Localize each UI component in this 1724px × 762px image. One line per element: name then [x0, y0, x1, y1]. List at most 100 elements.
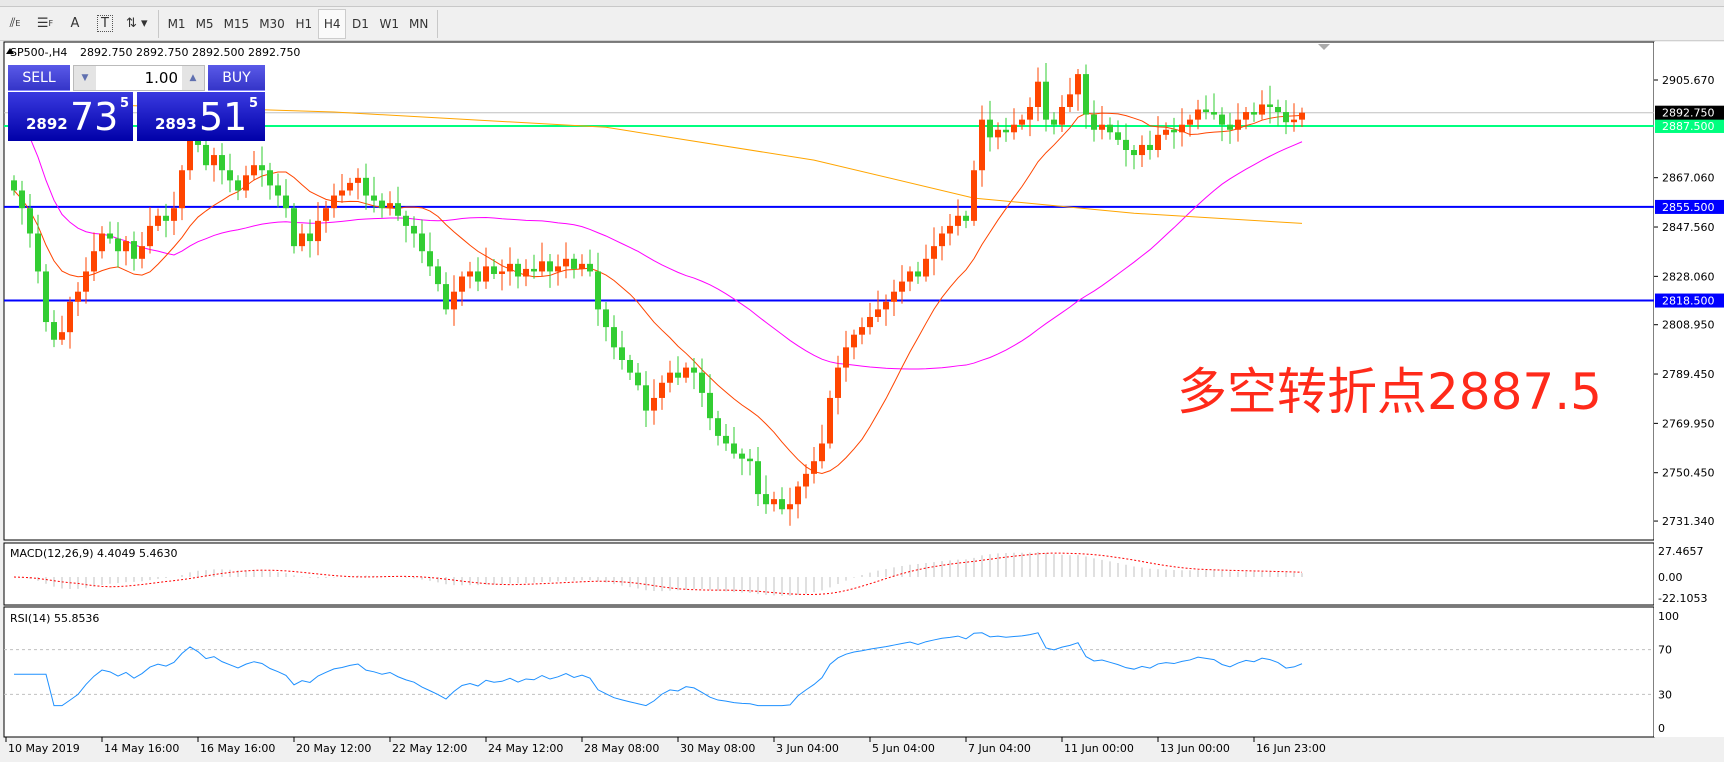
candle-body	[443, 284, 449, 310]
candle	[1075, 69, 1081, 111]
buy-price-fraction: 5	[249, 96, 259, 111]
candle	[123, 236, 129, 266]
time-label: 13 Jun 00:00	[1160, 742, 1230, 755]
text-label-icon[interactable]: T	[90, 9, 120, 39]
lot-increase-button[interactable]: ▲	[182, 66, 204, 90]
candle-body	[667, 372, 673, 383]
candle-body	[995, 129, 1001, 138]
fibonacci-lines-icon[interactable]: ☰ F	[36, 16, 54, 31]
candle-body	[1091, 114, 1097, 130]
candle-body	[1123, 139, 1129, 151]
candle-body	[603, 309, 609, 328]
candle-body	[435, 266, 441, 285]
candle-body	[1171, 129, 1177, 133]
candle-body	[979, 119, 985, 171]
candle-body	[1059, 106, 1065, 125]
candle	[739, 448, 745, 476]
candle	[987, 100, 993, 152]
candle	[99, 226, 105, 259]
lot-decrease-button[interactable]: ▼	[74, 66, 96, 90]
candle	[1019, 114, 1025, 130]
candle	[1083, 64, 1089, 129]
candle	[219, 143, 225, 185]
candle	[419, 219, 425, 264]
candle	[107, 221, 113, 244]
candle	[147, 207, 153, 254]
candle	[1003, 117, 1009, 142]
candle-body	[635, 372, 641, 386]
rsi-tick-label: 30	[1658, 688, 1672, 701]
candle	[307, 219, 313, 258]
candle-body	[1195, 109, 1201, 120]
candle	[867, 302, 873, 335]
candle-body	[627, 359, 633, 373]
candle	[227, 153, 233, 193]
candle	[515, 258, 521, 289]
rsi-tick-label: 100	[1658, 610, 1679, 623]
candle-body	[251, 165, 257, 176]
candle-body	[963, 215, 969, 221]
timeframe-h4[interactable]: H4	[317, 8, 347, 39]
candle	[899, 265, 905, 304]
time-label: 24 May 12:00	[488, 742, 563, 755]
candle-body	[267, 170, 273, 186]
candle	[683, 362, 689, 383]
timeframe-m5[interactable]: M5	[195, 16, 214, 31]
timeframe-m1[interactable]: M1	[167, 16, 186, 31]
timeframe-d1[interactable]: D1	[352, 16, 369, 31]
lot-size-value[interactable]: 1.00	[144, 69, 178, 87]
candle-body	[1019, 119, 1025, 125]
candle	[1099, 105, 1105, 140]
candle-body	[1235, 119, 1241, 130]
price-tick-label: 2847.560	[1662, 221, 1715, 234]
fibonacci-expansion-icon[interactable]: ⫽ E	[9, 16, 21, 31]
candle-body	[59, 332, 65, 340]
buy-button[interactable]: BUY	[208, 65, 265, 91]
arrows-dropdown-icon[interactable]: ⇅ ▾	[126, 16, 148, 31]
candle	[915, 261, 921, 284]
candle-body	[691, 367, 697, 373]
sell-price[interactable]: 2892 73 5	[8, 92, 133, 141]
sell-price-fraction: 5	[120, 96, 130, 111]
timeframe-w1[interactable]: W1	[379, 16, 399, 31]
candle	[707, 374, 713, 431]
candle	[947, 214, 953, 246]
toolbar-separator	[437, 9, 439, 38]
timeframe-mn[interactable]: MN	[408, 16, 429, 31]
buy-price[interactable]: 2893 51 5	[137, 92, 265, 141]
text-icon[interactable]: A	[70, 16, 80, 31]
candle	[603, 302, 609, 342]
candle	[979, 105, 985, 187]
candle-body	[387, 203, 393, 209]
candle	[75, 282, 81, 316]
candle	[907, 266, 913, 292]
candle-body	[875, 309, 881, 317]
sell-button[interactable]: SELL	[8, 65, 70, 91]
candle	[507, 247, 513, 286]
candle	[827, 390, 833, 449]
candle-body	[531, 268, 537, 272]
candle	[43, 264, 49, 332]
candle	[883, 294, 889, 326]
current-price-tag	[1655, 105, 1724, 120]
candle	[1203, 95, 1209, 120]
sell-price-big: 2892	[26, 115, 68, 133]
candle	[723, 424, 729, 451]
candle	[691, 357, 697, 390]
candle-body	[171, 208, 177, 221]
candle-body	[507, 263, 513, 272]
price-chart[interactable]: 2905.670 2867.060 2847.560 2828.060 2808.950…	[0, 41, 1724, 762]
candle-body	[107, 233, 113, 239]
timeframe-h1[interactable]: H1	[295, 16, 313, 31]
lot-size-input[interactable]: ▼ 1.00 ▲	[73, 65, 205, 91]
chart-toolbar: ⫽ E ☰ F A T ⇅ ▾ M1 M5 M15 M30 H1 H4 D1 W1 MN	[0, 7, 1724, 41]
line-price-tag	[1655, 118, 1724, 133]
timeframe-m30[interactable]: M30	[259, 16, 285, 31]
timeframe-m15[interactable]: M15	[223, 16, 250, 31]
candle	[1163, 122, 1169, 140]
candle-body	[611, 327, 617, 348]
price-tick-label: 2769.950	[1662, 417, 1715, 430]
candle	[91, 232, 97, 282]
macd-tick-label: -22.1053	[1658, 592, 1707, 605]
candle-body	[275, 185, 281, 196]
